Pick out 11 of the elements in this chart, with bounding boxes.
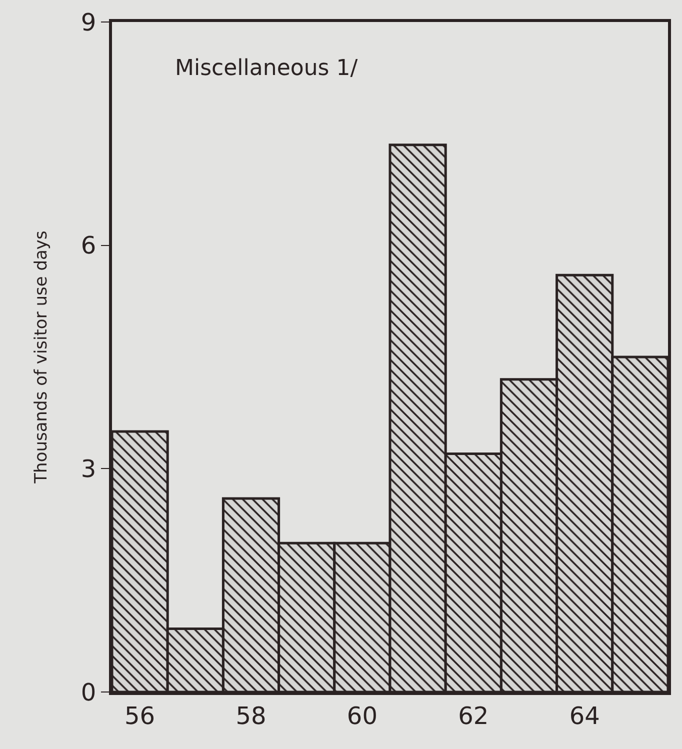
x-tick-label: 56	[124, 702, 156, 730]
x-tick-label: 64	[569, 702, 600, 730]
y-axis-title: Thousands of visitor use days	[31, 230, 52, 484]
x-tick-label: 58	[236, 702, 266, 730]
x-tick-label: 62	[458, 702, 489, 730]
y-tick-label: 6	[80, 232, 96, 260]
text: Miscellaneous 1/	[175, 56, 358, 81]
y-tick-label: 9	[80, 8, 96, 36]
y-tick-label: 0	[80, 678, 96, 706]
y-tick-label: 3	[80, 455, 96, 484]
x-tick-label: 60	[346, 702, 378, 730]
